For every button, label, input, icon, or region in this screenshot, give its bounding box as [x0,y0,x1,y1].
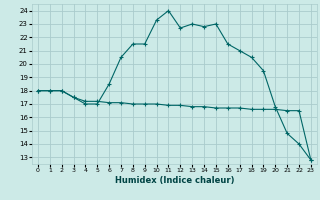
X-axis label: Humidex (Indice chaleur): Humidex (Indice chaleur) [115,176,234,185]
